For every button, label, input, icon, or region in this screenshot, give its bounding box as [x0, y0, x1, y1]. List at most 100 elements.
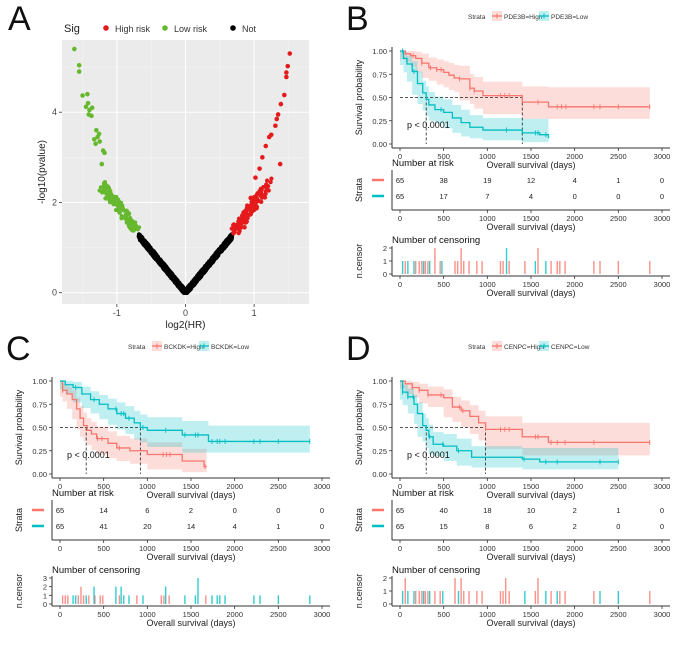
risk-table-value: 65	[56, 506, 64, 515]
censoring-bar-high	[534, 591, 537, 604]
point-low-risk	[89, 105, 95, 110]
risk-table-value: 17	[439, 192, 447, 201]
censoring-bar-low	[259, 595, 261, 604]
point-not-significant	[140, 235, 145, 240]
x-tick-label: 1500	[183, 482, 200, 491]
x-tick-label: 3000	[314, 482, 331, 491]
censoring-bar-high	[88, 595, 90, 604]
x-tick-label: 3000	[654, 482, 671, 491]
point-high-risk	[284, 74, 289, 80]
x-tick-label: 2000	[566, 544, 583, 553]
censoring-bar-high	[599, 261, 601, 274]
x-tick-label: 3000	[314, 544, 331, 553]
censoring-bar-high	[460, 248, 462, 274]
point-high-risk	[235, 226, 240, 231]
y-axis-label: Survival probability	[14, 389, 24, 465]
censoring-bar-low	[224, 595, 226, 604]
x-tick-label: 1000	[139, 482, 156, 491]
point-high-risk	[248, 195, 253, 201]
point-high-risk	[266, 134, 272, 140]
risk-table-value: 7	[485, 192, 489, 201]
censoring-bar-high	[508, 261, 510, 274]
censoring-bar-low	[401, 261, 404, 274]
legend-title: Strata	[468, 344, 486, 351]
point-low-risk	[93, 141, 98, 147]
x-axis-label: log2(HR)	[165, 320, 205, 331]
x-tick-label: 0	[58, 610, 62, 619]
censoring-bar-low	[428, 591, 431, 604]
censoring-bar-high	[404, 261, 406, 274]
x-axis-label: Overall survival (days)	[146, 552, 235, 562]
censoring-bar-high	[418, 591, 420, 604]
risk-table-value: 8	[485, 522, 489, 531]
x-tick-label: 0	[398, 214, 402, 223]
point-not-significant	[142, 243, 147, 248]
x-tick-label: 1500	[523, 214, 540, 223]
point-low-risk	[76, 69, 82, 74]
point-not-significant	[190, 280, 195, 285]
x-tick-label: 1000	[139, 610, 156, 619]
point-high-risk	[236, 216, 242, 221]
censoring-bar-high	[102, 595, 104, 604]
censoring-bar-high	[80, 586, 82, 604]
y-tick-label: 0.75	[32, 400, 47, 409]
legend-label: BCKDK=High	[164, 344, 204, 351]
censoring-bar-low	[194, 595, 197, 604]
x-tick-label: 0	[398, 482, 402, 491]
point-low-risk	[135, 227, 140, 232]
censoring-bar-high	[593, 261, 595, 274]
point-high-risk	[253, 175, 258, 180]
censoring-bar-high	[559, 591, 561, 604]
x-tick-label: 500	[437, 280, 450, 289]
censoring-bar-low	[128, 595, 130, 604]
point-low-risk	[85, 100, 91, 106]
panel-label-b: B	[346, 0, 369, 38]
point-high-risk	[277, 161, 283, 167]
point-high-risk	[275, 112, 281, 117]
censoring-bar-low	[428, 261, 431, 274]
panel-label-a: A	[8, 0, 31, 38]
point-low-risk	[117, 210, 122, 215]
point-not-significant	[185, 288, 190, 293]
point-low-risk	[120, 206, 126, 211]
censoring-bar-high	[67, 595, 69, 604]
point-low-risk	[76, 62, 82, 68]
x-axis-label: Overall survival (days)	[486, 222, 575, 232]
x-tick-label: 3000	[654, 152, 671, 161]
censoring-bar-high	[427, 261, 429, 274]
censoring-bar-low	[407, 591, 409, 604]
p-value-label: p < 0.0001	[407, 120, 450, 130]
point-not-significant	[174, 279, 179, 284]
censoring-bar-high	[434, 248, 436, 274]
point-low-risk	[114, 202, 119, 208]
point-high-risk	[258, 193, 263, 198]
censoring-bar-high	[524, 261, 526, 274]
point-not-significant	[164, 267, 169, 272]
censoring-bar-low	[75, 595, 77, 604]
point-high-risk	[242, 224, 247, 230]
censoring-bar-high	[564, 261, 566, 274]
censoring-y-label: n.censor	[354, 244, 364, 279]
risk-table-value: 0	[660, 522, 664, 531]
risk-table-value: 12	[527, 176, 535, 185]
legend-label: CENPC=High	[504, 344, 544, 351]
censoring-bar-high	[82, 595, 85, 604]
point-low-risk	[123, 215, 128, 220]
risk-table-title: Number at risk	[392, 488, 454, 499]
censoring-bar-low	[72, 595, 74, 604]
risk-table-title: Number at risk	[392, 158, 454, 169]
risk-table-value: 15	[439, 522, 447, 531]
risk-table-value: 0	[233, 506, 237, 515]
x-tick-label: 2000	[566, 482, 583, 491]
point-high-risk	[244, 214, 249, 219]
risk-table-value: 14	[187, 522, 195, 531]
point-not-significant	[221, 244, 226, 249]
confidence-band-km_high	[400, 51, 650, 119]
legend-key-low_risk	[162, 25, 168, 31]
censoring-bar-low	[277, 595, 280, 604]
point-high-risk	[236, 231, 241, 236]
y-axis-label: -log10(pvalue)	[37, 140, 48, 204]
censoring-bar-high	[421, 591, 423, 604]
censoring-bar-high	[136, 595, 138, 604]
